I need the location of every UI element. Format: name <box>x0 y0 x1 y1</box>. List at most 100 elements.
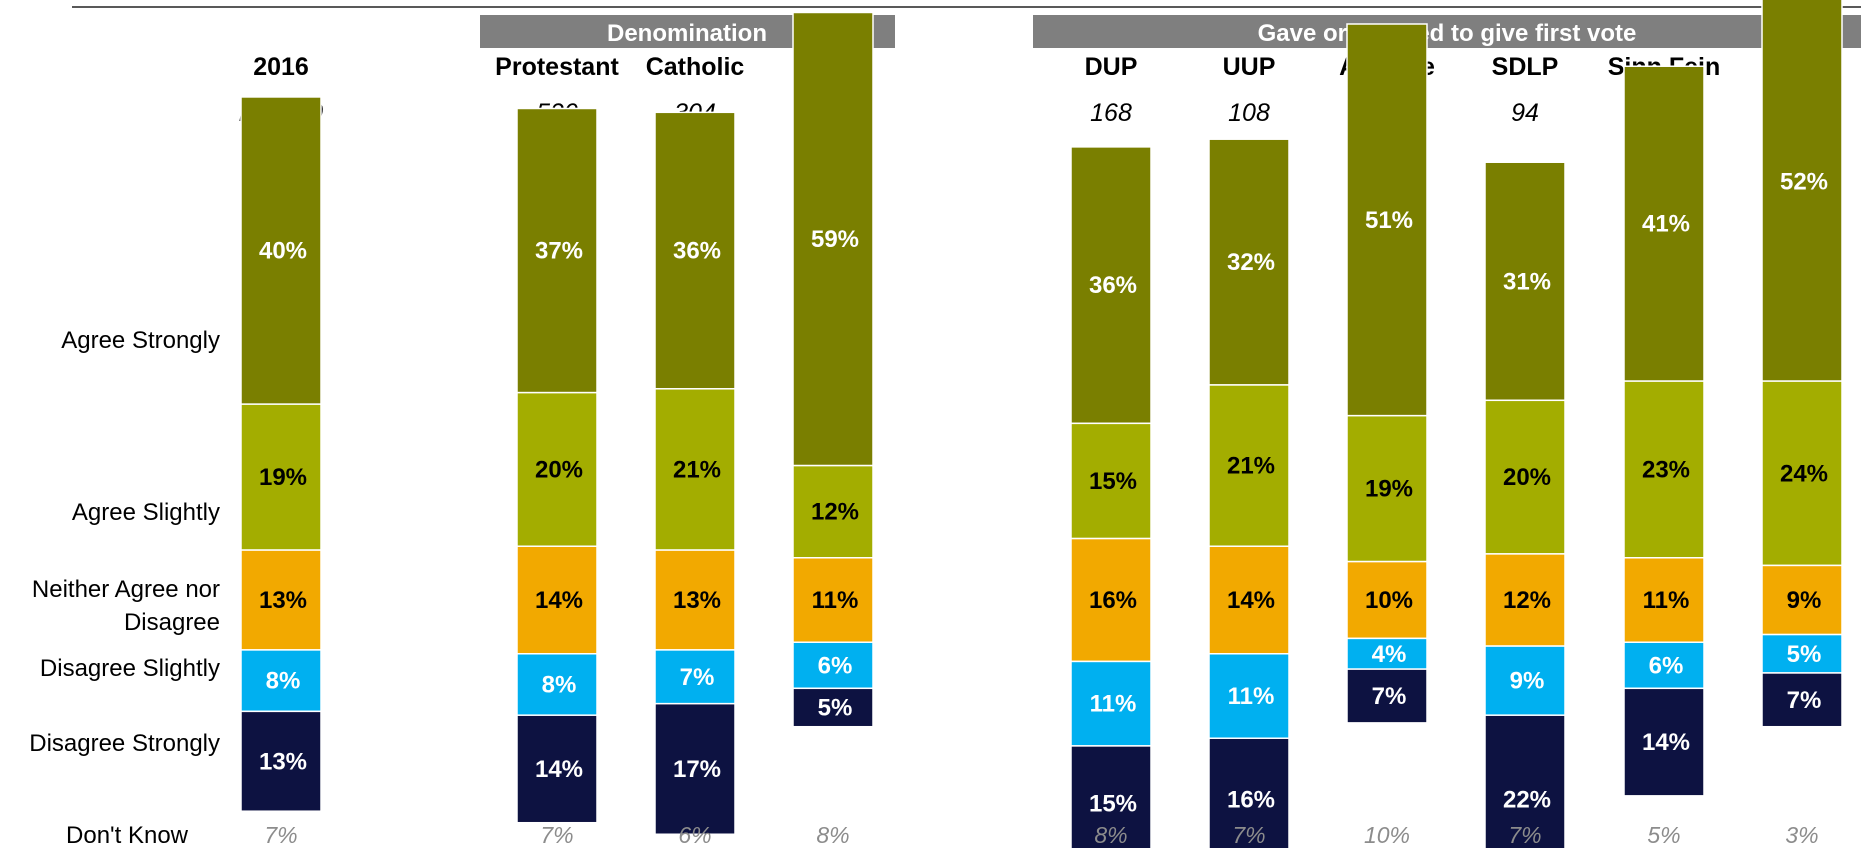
data-label-disagree-slightly: 4% <box>1372 641 1407 668</box>
bar-segment-agree-strongly <box>792 11 874 467</box>
data-label-disagree-slightly: 11% <box>1090 691 1137 718</box>
bar-segment-disagree-slightly <box>1208 653 1290 739</box>
bar-segment-disagree-slightly <box>1484 645 1566 716</box>
row-label-disagree-strongly: Disagree Strongly <box>29 730 220 757</box>
bar-segment-agree-slightly <box>1070 422 1152 540</box>
bar-segment-disagree-strongly <box>1070 745 1152 848</box>
data-label-neither: 14% <box>1227 587 1275 614</box>
data-label-agree-strongly: 41% <box>1642 211 1690 238</box>
data-label-agree-strongly: 59% <box>811 226 859 253</box>
data-label-agree-slightly: 20% <box>1503 464 1551 491</box>
column-names: 2016ProtestantCatholicOtherDUPUUPAllianc… <box>253 53 1835 81</box>
bar-catholic-2: 36% 21% 13% 7% 17% <box>654 111 736 835</box>
bar-segment-agree-strongly <box>1070 146 1152 425</box>
dont-know-value-catholic-2: 6% <box>678 822 711 848</box>
bar-segment-disagree-slightly <box>516 653 598 716</box>
row-label-dont-know: Don't Know <box>66 822 189 848</box>
bar-segment-agree-strongly <box>1623 65 1705 382</box>
dont-know-value-other-9: 3% <box>1785 822 1818 848</box>
data-label-disagree-strongly: 15% <box>1089 791 1137 818</box>
column-name-catholic-2: Catholic <box>646 53 745 81</box>
data-label-disagree-slightly: 9% <box>1510 668 1545 695</box>
bar-segment-disagree-slightly <box>1761 633 1843 674</box>
bar-segment-neither <box>240 549 322 651</box>
bar-segment-disagree-strongly <box>1623 687 1705 797</box>
column-name-sdlp-7: SDLP <box>1492 53 1559 81</box>
column-name-dup-4: DUP <box>1085 53 1138 81</box>
bar-segment-agree-slightly <box>240 403 322 551</box>
data-label-disagree-slightly: 11% <box>1228 683 1275 710</box>
sample-size-dup-4: 168 <box>1090 99 1132 127</box>
data-label-agree-strongly: 51% <box>1365 207 1413 234</box>
bar-segment-agree-strongly <box>1208 138 1290 386</box>
bar-segment-disagree-slightly <box>240 649 322 713</box>
bar-segment-neither <box>1484 553 1566 647</box>
bar-segment-disagree-slightly <box>1070 660 1152 747</box>
data-label-agree-strongly: 52% <box>1780 168 1828 195</box>
bar-other-3: 59% 12% 11% 6% 5% <box>792 11 874 728</box>
bar-sinn-fein-8: 41% 23% 11% 6% 14% <box>1623 65 1705 797</box>
data-label-neither: 14% <box>535 587 583 614</box>
data-label-disagree-strongly: 7% <box>1787 687 1822 714</box>
row-label-neither: Neither Agree nor Disagree <box>32 576 220 636</box>
bar-segment-agree-strongly <box>1761 0 1843 382</box>
data-label-disagree-slightly: 5% <box>1787 641 1822 668</box>
bar-segment-agree-strongly <box>516 107 598 394</box>
data-label-agree-strongly: 31% <box>1503 268 1551 295</box>
denomination-header: Denomination <box>607 20 767 47</box>
bar-segment-agree-strongly <box>1346 23 1428 417</box>
dont-know-value-sdlp-7: 7% <box>1508 822 1541 848</box>
data-label-disagree-slightly: 8% <box>542 671 577 698</box>
data-label-neither: 11% <box>812 587 859 614</box>
data-label-agree-strongly: 37% <box>535 238 583 265</box>
data-label-neither: 10% <box>1365 587 1413 614</box>
bar-segment-agree-strongly <box>240 96 322 405</box>
data-label-disagree-strongly: 13% <box>259 748 307 775</box>
bar-uup-5: 32% 21% 14% 11% 16% <box>1208 138 1290 848</box>
dont-know-value-protestant-1: 7% <box>540 822 573 848</box>
bar-segment-neither <box>1623 557 1705 643</box>
dont-know-value-dup-4: 8% <box>1094 822 1127 848</box>
data-label-neither: 13% <box>673 587 721 614</box>
bar-segment-disagree-slightly <box>792 641 874 690</box>
bar-other-9: 52% 24% 9% 5% 7% <box>1761 0 1843 728</box>
data-label-agree-slightly: 20% <box>535 456 583 483</box>
data-label-agree-slightly: 24% <box>1780 460 1828 487</box>
bar-segment-disagree-strongly <box>1346 668 1428 724</box>
data-label-agree-strongly: 36% <box>673 238 721 265</box>
bar-segment-neither <box>1070 537 1152 663</box>
data-label-neither: 12% <box>1503 587 1551 614</box>
data-label-agree-strongly: 40% <box>259 238 307 265</box>
bar-segment-disagree-slightly <box>1623 641 1705 690</box>
data-label-disagree-strongly: 5% <box>818 695 853 722</box>
column-name-protestant-1: Protestant <box>495 53 619 81</box>
data-label-agree-slightly: 21% <box>1227 453 1275 480</box>
row-label-agree-slightly: Agree Slightly <box>72 499 220 526</box>
data-label-disagree-strongly: 14% <box>535 756 583 783</box>
bar-segment-disagree-strongly <box>654 702 736 835</box>
data-label-agree-slightly: 19% <box>259 464 307 491</box>
bar-segment-disagree-strongly <box>240 710 322 812</box>
data-label-disagree-strongly: 14% <box>1642 729 1690 756</box>
dont-know-value-2016-0: 7% <box>264 822 297 848</box>
data-label-disagree-strongly: 7% <box>1372 683 1407 710</box>
row-labels: Agree Strongly Agree Slightly Neither Agre… <box>29 327 220 848</box>
dont-know-value-alliance-6: 10% <box>1364 822 1410 848</box>
bar-segment-agree-slightly <box>792 464 874 559</box>
dont-know-value-sinn-fein-8: 5% <box>1647 822 1680 848</box>
row-label-disagree-slightly: Disagree Slightly <box>40 655 220 682</box>
data-label-agree-slightly: 23% <box>1642 456 1690 483</box>
bar-protestant-1: 37% 20% 14% 8% 14% <box>516 107 598 824</box>
data-label-disagree-slightly: 8% <box>266 668 301 695</box>
bar-segment-disagree-strongly <box>1484 714 1566 848</box>
dont-know-value-other-3: 8% <box>816 822 849 848</box>
sample-size-uup-5: 108 <box>1228 99 1270 127</box>
bar-dup-4: 36% 15% 16% 11% 15% <box>1070 146 1152 848</box>
bar-segment-neither <box>1761 564 1843 636</box>
bar-segment-agree-slightly <box>1208 384 1290 547</box>
data-label-disagree-strongly: 17% <box>673 756 721 783</box>
column-name-2016-0: 2016 <box>253 53 309 81</box>
data-label-disagree-strongly: 16% <box>1227 787 1275 814</box>
bar-segment-disagree-strongly <box>1208 737 1290 848</box>
